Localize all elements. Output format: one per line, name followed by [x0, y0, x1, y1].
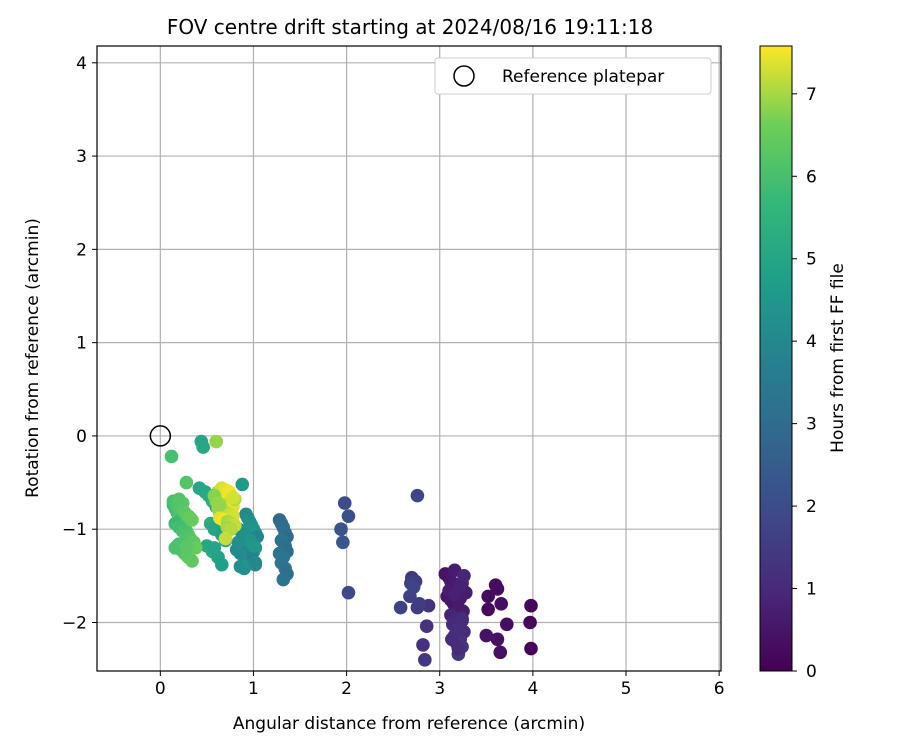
plot-frame: [96, 45, 722, 672]
x-tick-label: 1: [248, 679, 259, 699]
data-point: [457, 569, 471, 583]
legend-box: [434, 57, 712, 95]
x-tick-label: 3: [434, 679, 445, 699]
colorbar-tick-label: 6: [806, 167, 817, 187]
colorbar-tick-label: 2: [806, 497, 817, 517]
data-point: [393, 600, 408, 615]
data-point: [179, 475, 194, 490]
y-axis-ticks: −2 −1 0 1 2 3 4: [62, 54, 97, 633]
legend-marker: [453, 65, 475, 87]
data-point: [248, 555, 263, 570]
colorbar-tick-label: 1: [806, 580, 817, 600]
y-tick-label: 3: [76, 147, 87, 167]
y-tick-label: 2: [76, 240, 87, 260]
data-point: [490, 632, 505, 647]
data-point: [276, 572, 291, 587]
data-point: [449, 623, 464, 637]
data-point: [455, 611, 469, 626]
plot-area: [97, 46, 721, 671]
data-point: [231, 535, 246, 550]
x-tick-label: 0: [155, 679, 166, 699]
data-point: [524, 641, 538, 656]
x-tick-label: 2: [341, 679, 352, 699]
colorbar-tick-label: 3: [806, 415, 817, 435]
data-point: [334, 522, 348, 537]
data-point: [412, 597, 427, 611]
reference-marker: [149, 425, 172, 447]
y-tick-label: 1: [76, 334, 87, 354]
legend: Reference platepar: [434, 57, 712, 95]
grid: [97, 46, 721, 671]
data-points: [164, 434, 538, 667]
data-point: [410, 488, 425, 503]
data-point: [218, 531, 233, 546]
data-point: [179, 539, 194, 553]
colorbar-tick-label: 7: [806, 85, 817, 105]
data-point: [524, 598, 538, 613]
colorbar-tick-label: 4: [806, 332, 817, 352]
colorbar-tick-label: 0: [806, 662, 817, 682]
x-axis-label: Angular distance from reference (arcmin): [233, 714, 585, 734]
data-point: [451, 641, 466, 656]
colorbar-gradient: [759, 45, 793, 672]
data-point: [211, 496, 225, 510]
x-axis-ticks: 0 1 2 3 4 5 6: [155, 671, 725, 699]
data-point: [164, 449, 179, 464]
y-tick-label: 0: [76, 427, 87, 447]
y-tick-label: −1: [62, 520, 87, 540]
data-point: [523, 615, 537, 630]
data-point: [481, 602, 495, 617]
legend-label: Reference platepar: [502, 67, 664, 87]
data-point: [341, 509, 356, 523]
data-point: [235, 477, 250, 492]
data-point: [207, 541, 222, 555]
data-point: [479, 628, 494, 643]
data-point: [185, 554, 199, 568]
colorbar-tick-label: 5: [806, 250, 817, 270]
data-point: [226, 490, 240, 505]
data-point: [215, 557, 229, 572]
data-point: [209, 434, 224, 449]
data-point: [336, 535, 350, 550]
data-point: [490, 582, 505, 596]
data-point: [419, 619, 434, 634]
colorbar-label: Hours from first FF file: [828, 263, 848, 453]
colorbar-ticks: 0 1 2 3 4 5 6 7: [792, 85, 817, 682]
data-point: [416, 638, 430, 652]
y-tick-label: 4: [76, 54, 87, 74]
data-point: [233, 546, 248, 561]
data-point: [172, 492, 186, 507]
data-point: [453, 580, 468, 594]
x-tick-label: 4: [527, 679, 538, 699]
data-point: [196, 440, 210, 454]
y-axis-label: Rotation from reference (arcmin): [23, 218, 43, 498]
data-point: [246, 539, 261, 553]
data-point: [494, 597, 509, 611]
colorbar: 0 1 2 3 4 5 6 7 Hours from first FF file: [759, 45, 848, 682]
data-point: [337, 496, 352, 510]
data-point: [499, 617, 514, 632]
data-point: [418, 653, 432, 667]
chart-title: FOV centre drift starting at 2024/08/16 …: [167, 15, 653, 39]
data-point: [406, 580, 421, 594]
data-point: [493, 645, 508, 660]
data-point: [341, 585, 356, 600]
data-point: [168, 541, 183, 555]
y-tick-label: −2: [62, 613, 87, 633]
x-tick-label: 5: [621, 679, 632, 699]
x-tick-label: 6: [714, 679, 725, 699]
data-point: [481, 589, 495, 604]
data-point: [183, 511, 197, 525]
